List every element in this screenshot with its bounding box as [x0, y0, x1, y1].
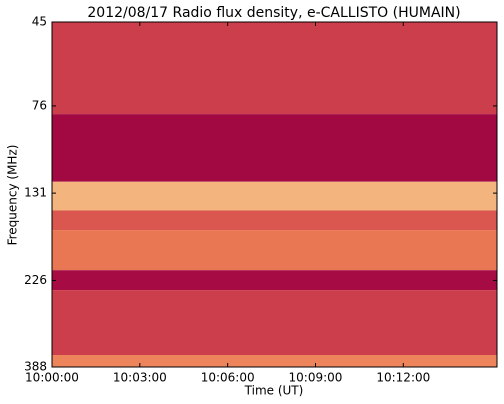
- y-tick-label: 131: [24, 186, 47, 200]
- spectrum-band: [52, 22, 497, 115]
- plot-frame: [51, 21, 498, 368]
- y-tick-label: 388: [24, 360, 47, 374]
- spectrum-band: [52, 230, 497, 271]
- chart-title: 2012/08/17 Radio flux density, e-CALLIST…: [87, 5, 460, 21]
- y-tick-label: 226: [24, 273, 47, 287]
- x-tick-label: 10:03:00: [113, 371, 167, 385]
- spectrum-band: [52, 114, 497, 182]
- spectrum-band: [52, 290, 497, 356]
- plot-area: [52, 22, 497, 367]
- spectrum-band: [52, 181, 497, 211]
- x-tick-label: 10:06:00: [201, 371, 255, 385]
- y-axis-label: Frequency (MHz): [6, 145, 20, 246]
- x-axis-label: Time (UT): [244, 384, 304, 398]
- x-tick-label: 10:00:00: [25, 371, 79, 385]
- y-tick-label: 76: [32, 98, 47, 112]
- x-tick-label: 10:12:00: [376, 371, 430, 385]
- spectrum-band: [52, 355, 497, 367]
- spectrum-band: [52, 270, 497, 291]
- x-tick-label: 10:09:00: [289, 371, 343, 385]
- spectrum-band: [52, 210, 497, 231]
- y-tick-label: 45: [32, 15, 47, 29]
